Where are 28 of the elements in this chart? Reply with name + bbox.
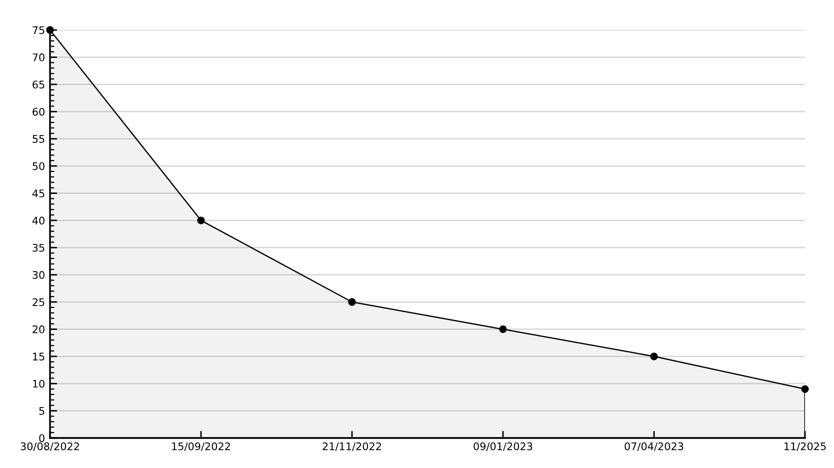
- y-tick-label: 30: [32, 271, 44, 279]
- x-tick-label: 15/09/2022: [172, 442, 230, 452]
- x-tick-label: 07/04/2023: [624, 442, 684, 452]
- point: [801, 385, 809, 393]
- y-tick-label: 65: [32, 80, 44, 89]
- y-tick-label: 0: [39, 434, 44, 442]
- point: [650, 352, 658, 360]
- y-tick-label: 35: [32, 244, 44, 252]
- x-tick-label: 09/01/2023: [474, 442, 532, 452]
- y-tick-label: 70: [32, 53, 44, 62]
- y-tick-label: 40: [32, 216, 44, 225]
- y-tick-label: 45: [32, 190, 44, 198]
- y-tick-label: 75: [32, 26, 44, 34]
- y-tick-label: 15: [33, 352, 44, 361]
- point: [348, 298, 356, 306]
- x-tick-label: 30/08/2022: [20, 442, 79, 452]
- point: [46, 26, 54, 34]
- x-tick-label: 21/11/2022: [322, 442, 381, 452]
- point: [499, 325, 507, 334]
- y-tick-label: 50: [32, 162, 44, 170]
- y-tick-label: 55: [32, 135, 44, 143]
- y-tick-label: 10: [33, 380, 44, 388]
- y-tick-label: 20: [32, 325, 44, 334]
- y-tick-label: 60: [32, 108, 44, 116]
- x-tick-label: 11/2025: [784, 442, 826, 452]
- y-tick-label: 25: [32, 298, 44, 306]
- point: [197, 216, 205, 224]
- y-tick-label: 5: [39, 407, 44, 415]
